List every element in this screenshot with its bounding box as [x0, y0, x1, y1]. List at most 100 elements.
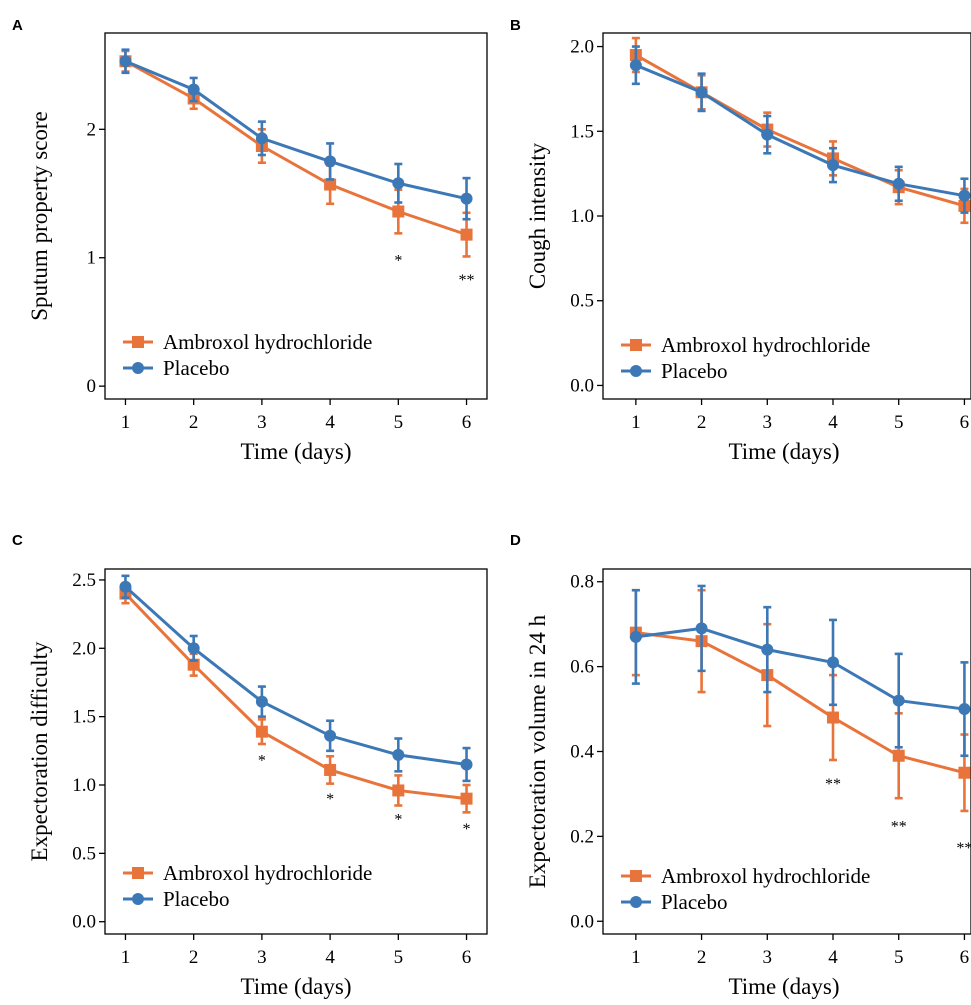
x-tick-label: 5 — [894, 412, 904, 433]
data-point — [695, 622, 708, 635]
series-placebo — [629, 45, 971, 214]
x-tick-label: 3 — [763, 947, 773, 968]
data-point — [324, 729, 337, 742]
data-point — [324, 155, 337, 168]
x-tick-label: 5 — [394, 947, 404, 968]
data-point — [460, 758, 473, 771]
data-point — [827, 159, 839, 172]
significance-marker: * — [394, 811, 402, 828]
y-tick-label: 1.5 — [570, 121, 594, 142]
data-point — [392, 205, 405, 218]
series-placebo — [119, 574, 473, 783]
panel-b: B 0.0 0.5 1.0 1.5 2.0 1 2 3 4 5 6 Time (days) Cough i… — [510, 17, 971, 464]
significance-marker: ** — [956, 840, 971, 857]
legend-label: Ambroxol hydrochloride — [163, 330, 372, 354]
x-tick-label: 4 — [325, 412, 335, 433]
y-tick-label: 2.5 — [72, 570, 96, 591]
data-point — [892, 749, 905, 762]
x-axis-title: Time (days) — [729, 974, 840, 999]
legend-label: Placebo — [661, 359, 727, 383]
legend-label: Placebo — [661, 890, 727, 914]
y-axis-title: Expectoration volume in 24 h — [525, 614, 550, 888]
significance-marker: * — [258, 753, 266, 770]
x-tick-label: 1 — [121, 412, 131, 433]
x-tick-label: 2 — [189, 412, 199, 433]
significance-marker: ** — [459, 272, 475, 289]
data-point — [827, 656, 839, 669]
x-axis-title: Time (days) — [241, 439, 352, 464]
x-tick-label: 6 — [960, 947, 970, 968]
data-point — [460, 228, 473, 241]
significance-marker: ** — [825, 776, 841, 793]
data-point — [119, 580, 132, 593]
legend-label: Placebo — [163, 356, 229, 380]
significance-marker: ** — [891, 819, 907, 836]
series-line — [124, 59, 468, 237]
data-point — [187, 83, 200, 96]
data-point — [958, 189, 971, 202]
data-point — [324, 763, 337, 776]
x-tick-label: 5 — [894, 947, 904, 968]
y-axis-title: Expectoration difficulty — [27, 641, 52, 861]
series-line — [635, 53, 965, 208]
legend-label: Placebo — [163, 887, 229, 911]
x-tick-label: 1 — [631, 947, 641, 968]
data-point — [460, 792, 473, 805]
legend-label: Ambroxol hydrochloride — [661, 333, 870, 357]
x-tick-label: 4 — [828, 947, 838, 968]
series-placebo — [119, 48, 473, 221]
data-point — [392, 177, 405, 190]
series-line — [124, 592, 467, 801]
x-tick-label: 3 — [257, 412, 267, 433]
x-tick-label: 6 — [462, 412, 472, 433]
series-ambroxol — [629, 36, 971, 225]
data-point — [892, 177, 905, 190]
x-tick-label: 2 — [189, 947, 199, 968]
series-line — [124, 585, 467, 766]
legend-marker — [630, 339, 642, 351]
x-tick-label: 4 — [828, 412, 838, 433]
data-point — [695, 86, 708, 99]
y-axis-title: Sputum property score — [27, 111, 52, 321]
panel-label: B — [510, 17, 521, 34]
data-point — [255, 132, 268, 145]
data-point — [761, 643, 774, 656]
y-tick-label: 2.0 — [570, 37, 594, 58]
legend-label: Ambroxol hydrochloride — [163, 861, 372, 885]
data-point — [392, 748, 405, 761]
y-tick-label: 0.0 — [570, 911, 594, 932]
series-line — [124, 59, 467, 201]
plot-frame — [104, 32, 488, 400]
panel-label: C — [12, 532, 23, 549]
legend-marker — [630, 365, 642, 377]
x-axis-title: Time (days) — [729, 439, 840, 464]
y-tick-label: 0 — [87, 376, 97, 397]
legend-label: Ambroxol hydrochloride — [661, 864, 870, 888]
data-point — [119, 55, 132, 68]
y-tick-label: 0.6 — [570, 657, 594, 678]
significance-marker: * — [326, 791, 334, 808]
series-line — [635, 631, 965, 775]
x-tick-label: 1 — [631, 412, 641, 433]
y-tick-label: 0.2 — [570, 826, 594, 847]
data-point — [761, 128, 774, 141]
x-tick-label: 6 — [462, 947, 472, 968]
series-ambroxol — [629, 588, 971, 813]
legend-marker — [132, 893, 144, 905]
significance-marker: * — [394, 253, 402, 270]
data-point — [255, 695, 268, 708]
data-point — [958, 703, 971, 716]
data-point — [324, 178, 337, 191]
y-tick-label: 0.5 — [72, 843, 96, 864]
x-axis-title: Time (days) — [241, 974, 352, 999]
legend-marker — [132, 336, 144, 348]
y-tick-label: 1.5 — [72, 707, 96, 728]
y-axis-title: Cough intensity — [525, 142, 550, 289]
series-ambroxol — [119, 582, 473, 814]
y-tick-label: 1.0 — [72, 775, 96, 796]
